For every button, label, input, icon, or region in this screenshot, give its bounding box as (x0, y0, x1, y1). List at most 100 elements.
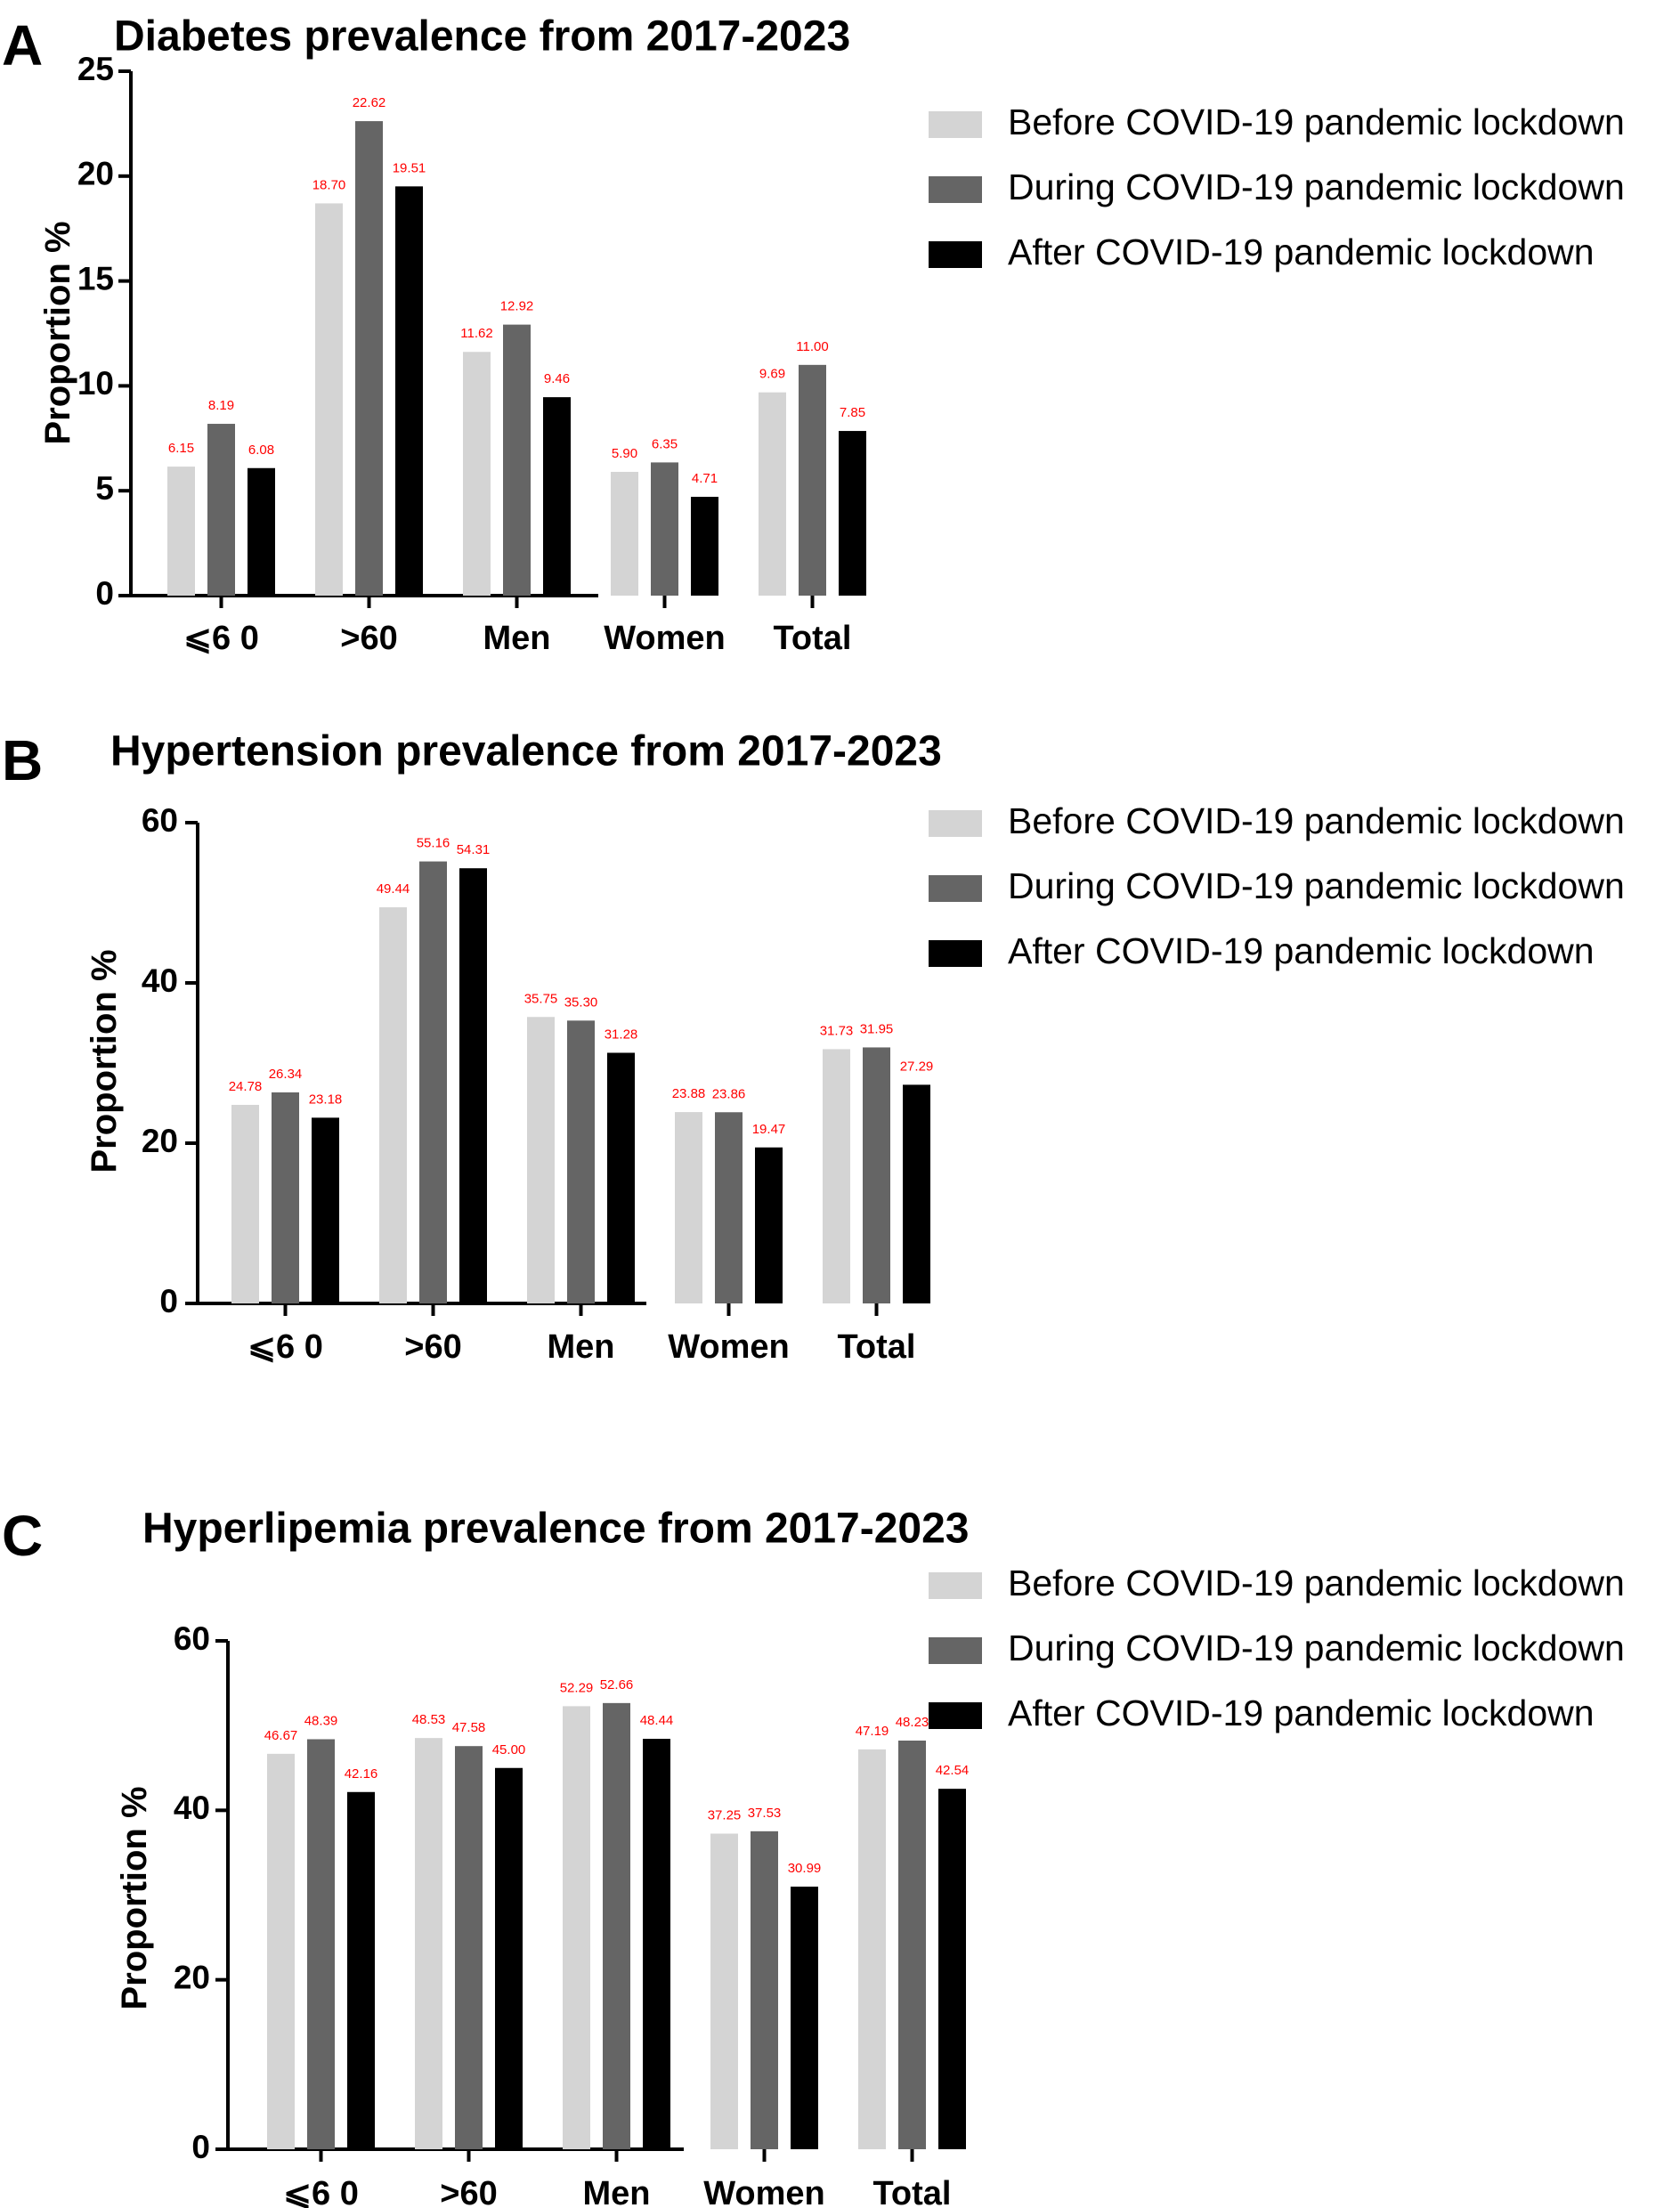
data-label: 37.53 (748, 1806, 782, 1821)
chart-title: Diabetes prevalence from 2017-2023 (114, 13, 850, 61)
data-label: 52.66 (600, 1677, 634, 1693)
bar-a-s2-c3 (691, 497, 718, 596)
y-tick-label: 20 (174, 1959, 210, 1995)
y-tick-label: 60 (174, 1620, 210, 1657)
data-label: 23.18 (309, 1092, 343, 1107)
bar-a-s0-c4 (759, 392, 786, 596)
data-label: 26.34 (269, 1067, 303, 1082)
y-tick-label: 25 (77, 51, 114, 87)
data-label: 31.95 (860, 1021, 894, 1036)
bar-a-s1-c1 (355, 121, 383, 596)
legend: Before COVID-19 pandemic lockdown During … (929, 1563, 1625, 1733)
data-label: 45.00 (492, 1742, 526, 1757)
bar-a-s0-c3 (611, 471, 638, 596)
y-tick-label: 40 (142, 962, 178, 999)
x-tick-label: Total (838, 1328, 916, 1366)
data-label: 54.31 (457, 842, 491, 857)
bar-b-s2-c0 (312, 1117, 339, 1303)
bar-b-s1-c4 (863, 1047, 890, 1303)
x-tick-label: >60 (404, 1328, 461, 1366)
x-tick-label: Total (774, 620, 852, 657)
data-label: 6.08 (248, 442, 274, 458)
bar-c-s0-c4 (858, 1749, 886, 2149)
x-tick-label: Women (604, 620, 726, 657)
bar-a-s0-c0 (167, 467, 195, 596)
data-label: 37.25 (708, 1808, 742, 1823)
bar-b-s0-c0 (231, 1104, 259, 1303)
legend-label: Before COVID-19 pandemic lockdown (1008, 101, 1625, 142)
x-tick-label: Men (483, 620, 551, 657)
bar-c-s0-c2 (563, 1706, 590, 2149)
bar-b-s2-c4 (903, 1084, 930, 1303)
bar-a-s2-c1 (395, 186, 423, 596)
legend-label: After COVID-19 pandemic lockdown (1008, 1693, 1595, 1733)
data-label: 9.69 (759, 367, 785, 382)
data-label: 31.73 (820, 1023, 854, 1038)
bar-c-s0-c3 (710, 1833, 738, 2149)
bar-c-s1-c1 (455, 1746, 483, 2149)
data-label: 27.29 (900, 1059, 934, 1074)
legend-label: During COVID-19 pandemic lockdown (1008, 1628, 1625, 1668)
y-axis-label: Proportion % (115, 1786, 154, 2009)
bar-c-s1-c3 (751, 1831, 778, 2149)
data-label: 47.58 (452, 1720, 486, 1735)
legend-swatch (929, 940, 982, 967)
bar-a-s2-c2 (543, 397, 571, 596)
bar-a-s2-c0 (248, 467, 275, 596)
bar-c-s2-c0 (347, 1791, 375, 2149)
data-label: 11.00 (796, 339, 828, 354)
x-tick-label: Women (703, 2175, 825, 2208)
data-label: 23.88 (672, 1086, 706, 1101)
y-axis-label: Proportion % (85, 949, 124, 1173)
bar-b-s0-c2 (527, 1017, 555, 1303)
legend-swatch (929, 176, 982, 203)
x-tick-label: ⩽6 0 (283, 2175, 359, 2208)
bar-b-s2-c1 (459, 868, 487, 1303)
bar-c-s0-c1 (415, 1738, 442, 2149)
bar-a-s1-c2 (503, 324, 531, 596)
x-tick-label: Men (548, 1328, 615, 1366)
y-tick-label: 40 (174, 1790, 210, 1826)
data-label: 48.39 (304, 1713, 338, 1728)
data-label: 52.29 (560, 1680, 594, 1695)
bar-b-s0-c4 (823, 1049, 850, 1303)
bar-a-s0-c2 (463, 352, 491, 596)
chart-title: Hyperlipemia prevalence from 2017-2023 (142, 1506, 970, 1553)
data-label: 19.51 (393, 160, 426, 175)
x-tick-label: Total (873, 2175, 952, 2208)
chart-panel-c: C Hyperlipemia prevalence from 2017-2023 P… (2, 1504, 1625, 2208)
data-label: 19.47 (752, 1122, 786, 1137)
bar-a-s1-c4 (799, 364, 826, 596)
x-tick-label: Men (583, 2175, 651, 2208)
x-tick-label: ⩽6 0 (183, 620, 259, 657)
bar-c-s1-c2 (603, 1702, 630, 2149)
data-label: 6.35 (652, 436, 678, 451)
legend-swatch (929, 1572, 982, 1599)
bar-b-s1-c1 (419, 861, 447, 1303)
data-label: 31.28 (605, 1027, 638, 1042)
bar-a-s1-c0 (207, 424, 235, 596)
data-label: 24.78 (229, 1079, 263, 1094)
legend-swatch (929, 111, 982, 138)
bar-a-s0-c1 (315, 203, 343, 597)
x-tick-label: >60 (440, 2175, 497, 2208)
bar-c-s1-c0 (307, 1739, 335, 2149)
bar-b-s2-c3 (755, 1147, 783, 1303)
data-label: 42.16 (345, 1766, 378, 1782)
data-label: 35.75 (524, 991, 558, 1006)
y-tick-label: 0 (95, 575, 114, 612)
legend-label: After COVID-19 pandemic lockdown (1008, 231, 1595, 272)
data-label: 4.71 (692, 471, 718, 486)
legend: Before COVID-19 pandemic lockdown During … (929, 101, 1625, 272)
y-tick-label: 15 (77, 260, 114, 296)
chart-panel-a: A Diabetes prevalence from 2017-2023 Propo… (2, 13, 1625, 657)
bar-b-s2-c2 (607, 1052, 635, 1303)
bar-c-s2-c3 (791, 1887, 818, 2149)
bar-b-s1-c2 (567, 1020, 595, 1303)
data-label: 48.44 (640, 1713, 674, 1728)
legend-swatch (929, 875, 982, 902)
chart-title: Hypertension prevalence from 2017-2023 (110, 728, 942, 775)
data-label: 5.90 (612, 446, 637, 461)
legend-label: During COVID-19 pandemic lockdown (1008, 865, 1625, 906)
bar-c-s2-c4 (938, 1789, 966, 2149)
